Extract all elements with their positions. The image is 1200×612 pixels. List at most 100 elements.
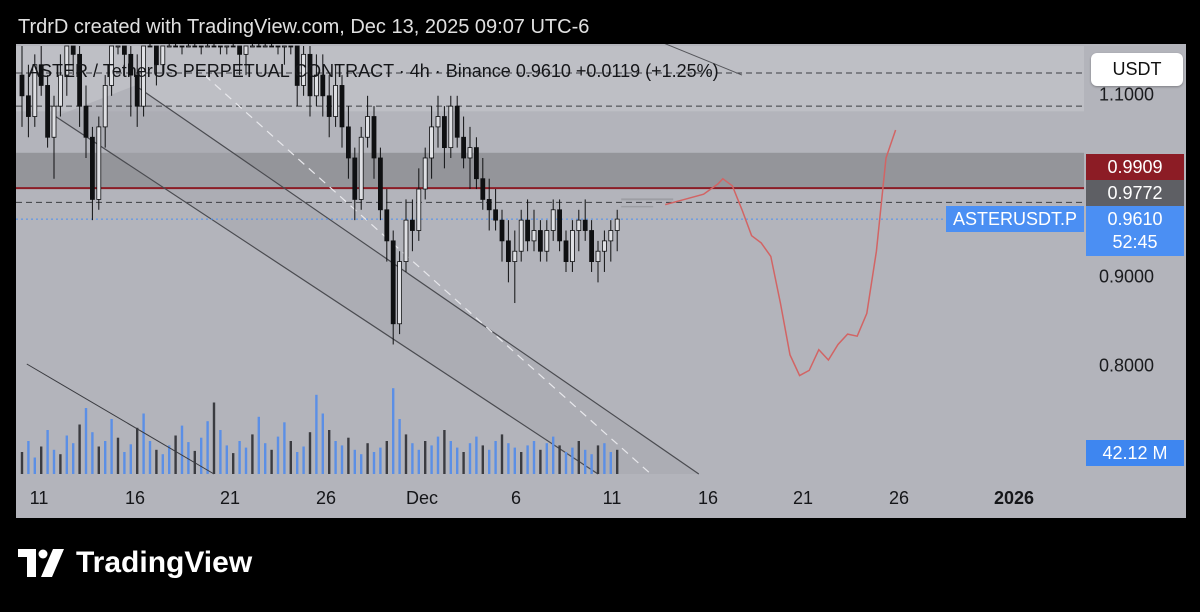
candle-body xyxy=(32,64,38,117)
candle-body xyxy=(448,105,454,149)
candle-body xyxy=(198,45,204,48)
volume-bar xyxy=(289,441,292,474)
volume-bar xyxy=(116,437,120,474)
candle-body xyxy=(217,45,223,48)
chart-caption: TrdrD created with TradingView.com, Dec … xyxy=(18,16,590,38)
volume-bar xyxy=(334,441,337,474)
volume-bar xyxy=(264,443,267,474)
volume-bar xyxy=(424,441,427,474)
candle-body xyxy=(173,45,179,48)
candle-body xyxy=(256,45,262,48)
candle-body xyxy=(269,45,275,48)
volume-bar xyxy=(148,441,152,474)
volume-bar xyxy=(65,435,68,474)
tradingview-logo-icon xyxy=(18,549,64,577)
time-tick-nov-26: 26 xyxy=(315,488,337,508)
candle-body xyxy=(544,230,550,252)
volume-bar xyxy=(225,445,228,474)
candle-body xyxy=(365,116,371,138)
volume-bar xyxy=(411,443,414,474)
candle-body xyxy=(192,45,198,48)
candle-body xyxy=(307,53,313,97)
channel-band xyxy=(55,85,699,474)
candle-body xyxy=(294,45,300,86)
volume-bar xyxy=(577,441,580,474)
volume-bar xyxy=(315,394,318,474)
currency-button[interactable]: USDT xyxy=(1091,53,1183,86)
volume-bar xyxy=(308,432,312,474)
volume-bar xyxy=(379,447,382,474)
volume-bar xyxy=(507,443,510,474)
projection-path xyxy=(665,129,897,377)
candle-body xyxy=(185,45,191,48)
volume-bar xyxy=(206,421,209,474)
volume-bar xyxy=(276,436,280,474)
candle-body xyxy=(384,209,390,242)
candle-body xyxy=(58,74,63,107)
candle-body xyxy=(486,199,492,211)
volume-label: 42.12 M xyxy=(1086,440,1184,466)
candle-body xyxy=(153,45,159,66)
volume-bar xyxy=(244,447,248,474)
candle-body xyxy=(538,230,543,252)
time-tick-dec-21: 21 xyxy=(792,488,814,508)
volume-bar xyxy=(180,425,184,474)
volume-bar xyxy=(91,432,94,474)
volume-bar xyxy=(475,436,478,474)
candle-body xyxy=(51,105,57,138)
volume-bar xyxy=(545,443,548,474)
candle-body xyxy=(45,85,51,138)
volume-bar xyxy=(430,445,433,474)
candle-body xyxy=(416,188,422,231)
candle-body xyxy=(531,230,537,242)
candle-body xyxy=(557,209,562,242)
candle-body xyxy=(25,95,31,117)
candle-body xyxy=(333,85,339,117)
volume-bar xyxy=(302,446,305,474)
candle-countdown: 52:45 xyxy=(1112,232,1158,252)
current-price-value: 0.9610 xyxy=(1107,209,1163,229)
volume-bar xyxy=(72,443,75,474)
dashed-level-label: 0.9772 xyxy=(1086,180,1184,206)
candle-body xyxy=(128,53,134,76)
chart-panel[interactable]: ASTER / TetherUS PERPETUAL CONTRACT · 4h… xyxy=(16,44,1186,518)
candle-body xyxy=(512,250,518,262)
volume-bar xyxy=(78,424,81,474)
volume-bar xyxy=(564,452,568,474)
candle-body xyxy=(147,45,153,48)
volume-bar xyxy=(212,402,216,474)
volume-bar xyxy=(142,413,145,474)
volume-bar xyxy=(104,441,107,474)
candle-body xyxy=(608,230,614,242)
volume-bar xyxy=(136,427,139,474)
candle-body xyxy=(409,219,415,231)
channel-line-1 xyxy=(55,116,599,475)
volume-bar xyxy=(552,436,555,474)
candle-body xyxy=(262,45,268,48)
candle-body xyxy=(403,219,409,262)
candle-body xyxy=(589,230,594,262)
candle-body xyxy=(582,219,588,231)
candle-body xyxy=(301,53,307,86)
volume-bar xyxy=(494,441,497,474)
volume-bar xyxy=(110,419,113,474)
candle-body xyxy=(595,250,601,262)
tradingview-brand[interactable]: TradingView xyxy=(18,546,252,580)
volume-bar xyxy=(616,449,619,474)
volume-bar xyxy=(436,436,440,474)
volume-bar xyxy=(596,445,600,474)
channel-midline xyxy=(204,74,652,475)
volume-bar xyxy=(59,454,62,474)
candle-body xyxy=(122,45,127,55)
upper-channel-line xyxy=(664,44,743,76)
price-chart-svg[interactable] xyxy=(16,44,1186,518)
volume-bar xyxy=(372,452,376,474)
time-tick-nov-11: 11 xyxy=(29,488,49,508)
candle-body xyxy=(224,45,230,48)
candle-body xyxy=(179,45,185,48)
candle-body xyxy=(90,136,95,200)
candle-body xyxy=(77,53,82,107)
volume-bar xyxy=(257,416,260,474)
volume-bar xyxy=(296,452,299,474)
candle-body xyxy=(499,219,505,242)
